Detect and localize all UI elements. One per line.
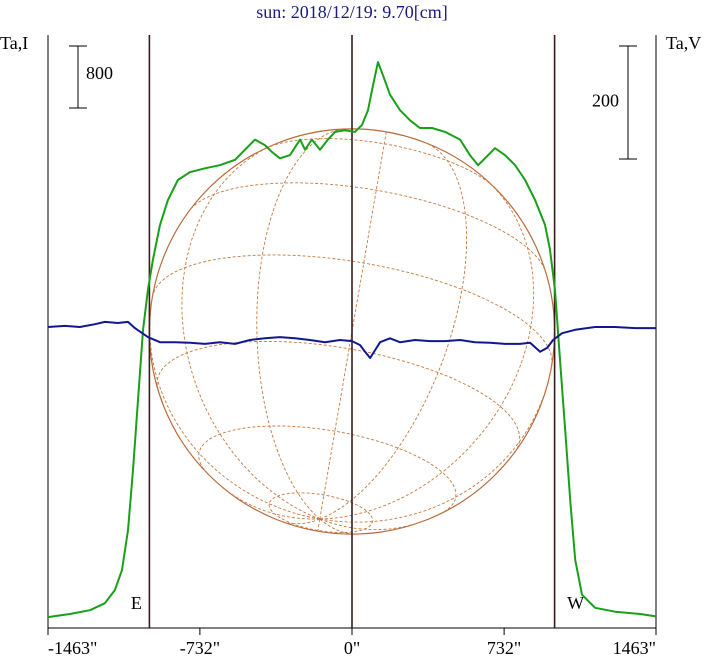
disk-grid-line	[149, 297, 320, 520]
data-line	[47, 320, 656, 359]
limb-label: W	[567, 593, 584, 613]
disk-grid-line	[181, 145, 320, 520]
disk-grid-line	[319, 182, 535, 520]
data-line	[47, 61, 657, 619]
disk-grid-line	[317, 519, 321, 532]
chart-title: sun: 2018/12/19: 9.70[cm]	[256, 2, 448, 22]
y2-scale-bar-label: 200	[592, 91, 619, 111]
disk-grid-line	[198, 425, 457, 514]
x-tick-label: 1463"	[613, 638, 656, 658]
disk-grid-line	[319, 518, 355, 535]
disk-grid-line	[256, 128, 345, 520]
disk-grid-line	[156, 340, 521, 452]
y2-axis-label: Ta,V	[666, 33, 701, 53]
disk-grid-line	[319, 131, 387, 520]
disk-grid-line	[190, 182, 546, 270]
x-tick-label: -1463"	[48, 638, 97, 658]
x-tick-label: 0"	[344, 638, 360, 658]
y-scale-bar-label: 800	[86, 63, 113, 83]
disk-grid-line	[319, 365, 553, 523]
x-tick-label: -732"	[180, 638, 220, 658]
disk-grid-line	[282, 518, 320, 525]
disk-grid-line	[265, 138, 495, 188]
limb-label: E	[131, 593, 142, 613]
disk-grid-line	[151, 254, 553, 366]
y-axis-label: Ta,I	[0, 33, 28, 53]
disk-grid-line	[319, 142, 468, 520]
x-tick-label: 732"	[487, 638, 521, 658]
disk-grid-line	[268, 492, 374, 533]
